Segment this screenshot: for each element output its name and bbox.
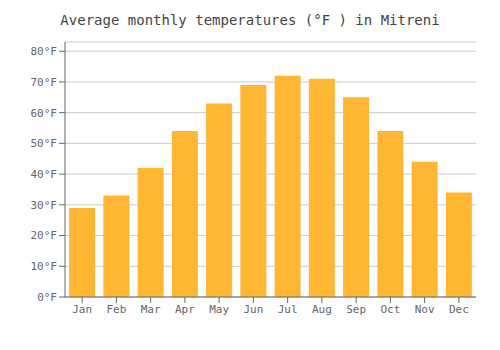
svg-text:50°F: 50°F — [31, 137, 58, 150]
svg-text:Aug: Aug — [312, 303, 332, 316]
svg-text:40°F: 40°F — [31, 168, 58, 181]
svg-text:Jul: Jul — [278, 303, 298, 316]
svg-text:30°F: 30°F — [31, 199, 58, 212]
svg-text:Oct: Oct — [380, 303, 400, 316]
svg-text:Apr: Apr — [175, 303, 195, 316]
svg-text:80°F: 80°F — [31, 45, 58, 58]
svg-text:May: May — [209, 303, 229, 316]
html-text:Average monthly temperatures (: Average monthly temperatures (°F ) in Mi… — [60, 12, 440, 28]
svg-text:Nov: Nov — [415, 303, 435, 316]
svg-text:Jan: Jan — [72, 303, 92, 316]
svg-text:Feb: Feb — [106, 303, 126, 316]
svg-text:60°F: 60°F — [31, 107, 58, 120]
svg-text:0°F: 0°F — [37, 291, 57, 304]
svg-text:10°F: 10°F — [31, 260, 58, 273]
svg-text:Mar: Mar — [141, 303, 161, 316]
svg-text:Sep: Sep — [346, 303, 366, 316]
svg-text:Jun: Jun — [243, 303, 263, 316]
svg-text:20°F: 20°F — [31, 229, 58, 242]
svg-text:Dec: Dec — [449, 303, 469, 316]
svg-text:70°F: 70°F — [31, 76, 58, 89]
